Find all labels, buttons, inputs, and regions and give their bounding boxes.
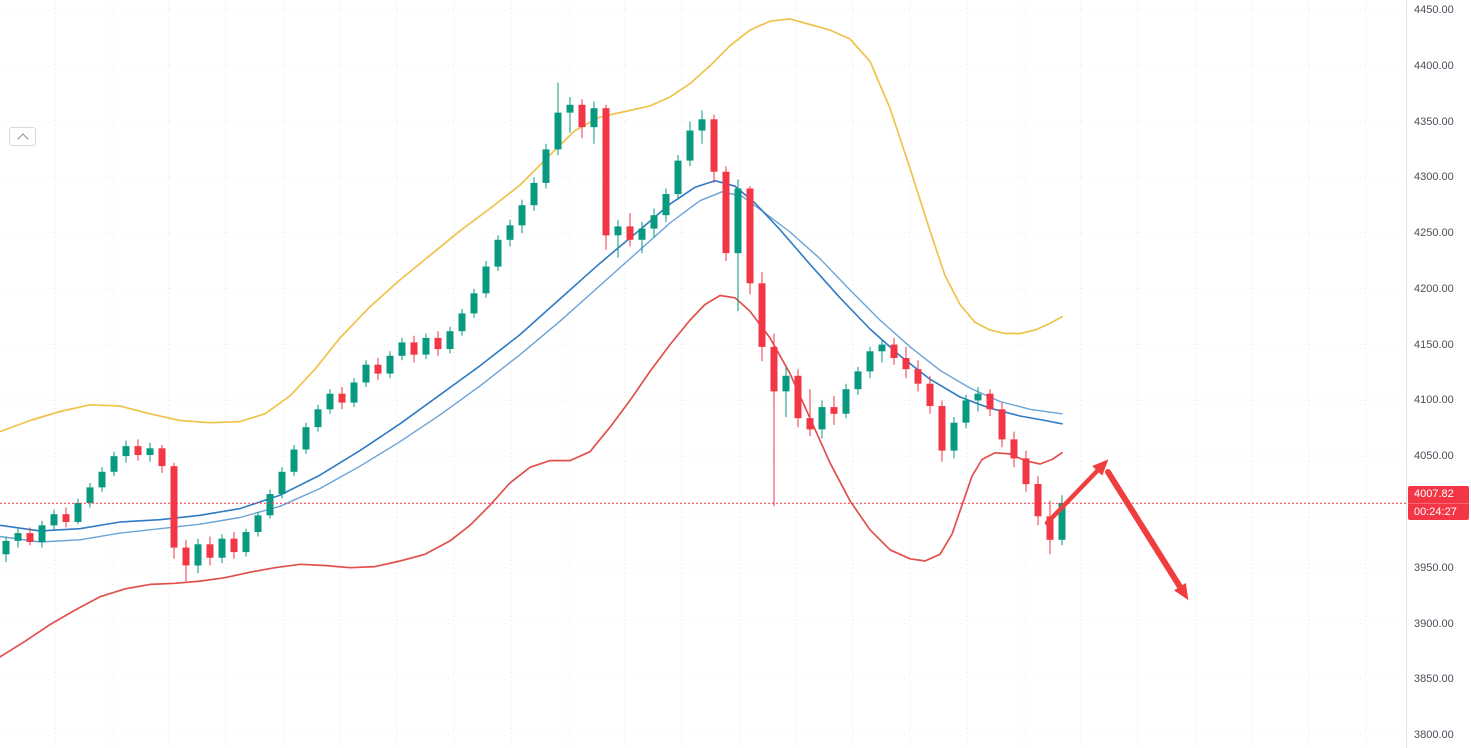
price-tick-label: 4400.00 xyxy=(1414,59,1454,72)
price-axis[interactable]: 4007.82 00:24:27 4450.00 4400.00 4350.00 43… xyxy=(1406,0,1471,748)
current-price-badge: 4007.82 00:24:27 xyxy=(1408,486,1469,521)
candlestick-series xyxy=(2,82,1066,582)
price-tick-label: 4350.00 xyxy=(1414,115,1454,128)
price-tick-label: 3800.00 xyxy=(1414,729,1454,741)
price-tick-label: 4250.00 xyxy=(1414,227,1454,240)
price-tick-label: 4300.00 xyxy=(1414,171,1454,184)
price-tick-label: 4100.00 xyxy=(1414,394,1454,407)
chevron-up-icon xyxy=(16,132,29,145)
chart-svg[interactable] xyxy=(0,0,1406,748)
price-tick-label: 3850.00 xyxy=(1414,673,1454,686)
price-tick-label: 3900.00 xyxy=(1414,617,1454,630)
overlay-ma-blue-fast[interactable] xyxy=(0,179,1063,532)
price-tick-label: 4150.00 xyxy=(1414,338,1454,351)
bar-countdown-label: 00:24:27 xyxy=(1408,503,1469,520)
chart-area[interactable] xyxy=(0,0,1406,748)
trend-arrows-drawing[interactable] xyxy=(1044,459,1189,601)
grid xyxy=(0,0,1406,748)
price-tick-label: 3950.00 xyxy=(1414,561,1454,574)
price-tick-label: 4450.00 xyxy=(1414,4,1454,16)
overlay-upper-band-yellow[interactable] xyxy=(0,18,1063,433)
price-tick-label: 4050.00 xyxy=(1414,450,1454,463)
current-price-label: 4007.82 xyxy=(1414,488,1454,501)
overlay-lower-band-red[interactable] xyxy=(0,294,1063,658)
collapse-toolbar-button[interactable] xyxy=(9,127,36,146)
price-tick-label: 4200.00 xyxy=(1414,282,1454,295)
overlay-ma-blue-slow[interactable] xyxy=(0,191,1063,543)
